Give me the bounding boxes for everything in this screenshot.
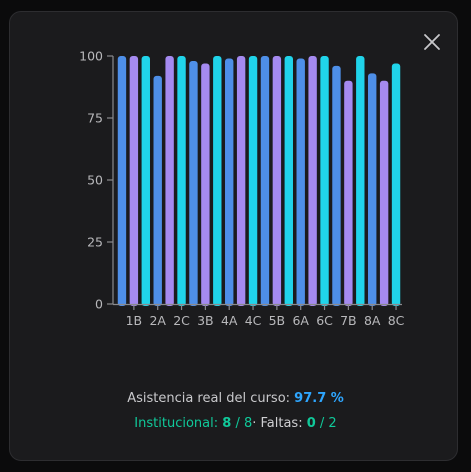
x-tick-label: 5B	[269, 313, 286, 328]
close-button[interactable]	[418, 28, 446, 56]
x-tick-label: 2C	[173, 313, 190, 328]
y-tick-label: 100	[79, 49, 103, 64]
bar-7A	[332, 65, 341, 306]
y-tick-label: 75	[87, 111, 103, 126]
absences-value: 0	[306, 416, 316, 431]
course-attendance-line: Asistencia real del curso: 97.7 %	[0, 386, 471, 411]
bar-6A	[296, 58, 305, 307]
absences-label: · Faltas:	[252, 416, 303, 431]
bar-1A	[117, 56, 127, 306]
x-tick-label: 4A	[221, 313, 238, 328]
bar-3B	[201, 63, 210, 306]
bar-2C	[177, 56, 186, 306]
attendance-value: 97.7 %	[294, 391, 344, 406]
x-tick-label: 8C	[388, 313, 405, 328]
bar-4A	[225, 58, 234, 307]
bar-8B	[379, 80, 389, 306]
bar-3A	[189, 60, 198, 307]
x-tick-label: 4C	[245, 313, 262, 328]
x-tick-label: 2A	[149, 313, 166, 328]
bar-7B	[344, 80, 353, 306]
bar-2B	[165, 56, 174, 306]
bar-4C	[248, 56, 258, 306]
institutional-denominator: / 8	[235, 416, 253, 431]
bar-5A	[260, 56, 270, 306]
bar-1C	[141, 56, 150, 306]
attendance-label: Asistencia real del curso:	[127, 391, 291, 406]
institutional-label: Institucional:	[134, 416, 219, 431]
bar-1B	[129, 56, 139, 306]
x-tick-label: 3B	[197, 313, 214, 328]
bar-5C	[284, 56, 293, 306]
bar-6C	[320, 56, 329, 306]
x-tick-label: 7B	[340, 313, 357, 328]
x-tick-label: 1B	[126, 313, 143, 328]
close-icon	[424, 34, 440, 50]
x-tick-label: 6A	[292, 313, 309, 328]
institutional-value: 8	[222, 416, 232, 431]
bar-5B	[272, 56, 282, 306]
x-tick-label: 8A	[364, 313, 381, 328]
bar-4B	[236, 56, 246, 306]
bar-7C	[356, 56, 365, 306]
bar-8C	[391, 63, 401, 306]
bar-6B	[308, 56, 317, 306]
institutional-line: Institucional: 8 / 8· Faltas: 0 / 2	[0, 411, 471, 436]
y-tick-label: 50	[87, 173, 103, 188]
bar-2A	[153, 75, 162, 306]
y-tick-label: 0	[95, 297, 103, 312]
bar-8A	[368, 73, 377, 306]
y-tick-label: 25	[87, 235, 103, 250]
absences-denominator: / 2	[319, 416, 337, 431]
attendance-summary: Asistencia real del curso: 97.7 % Instit…	[0, 386, 471, 436]
x-tick-label: 6C	[316, 313, 333, 328]
bar-3C	[213, 56, 222, 306]
